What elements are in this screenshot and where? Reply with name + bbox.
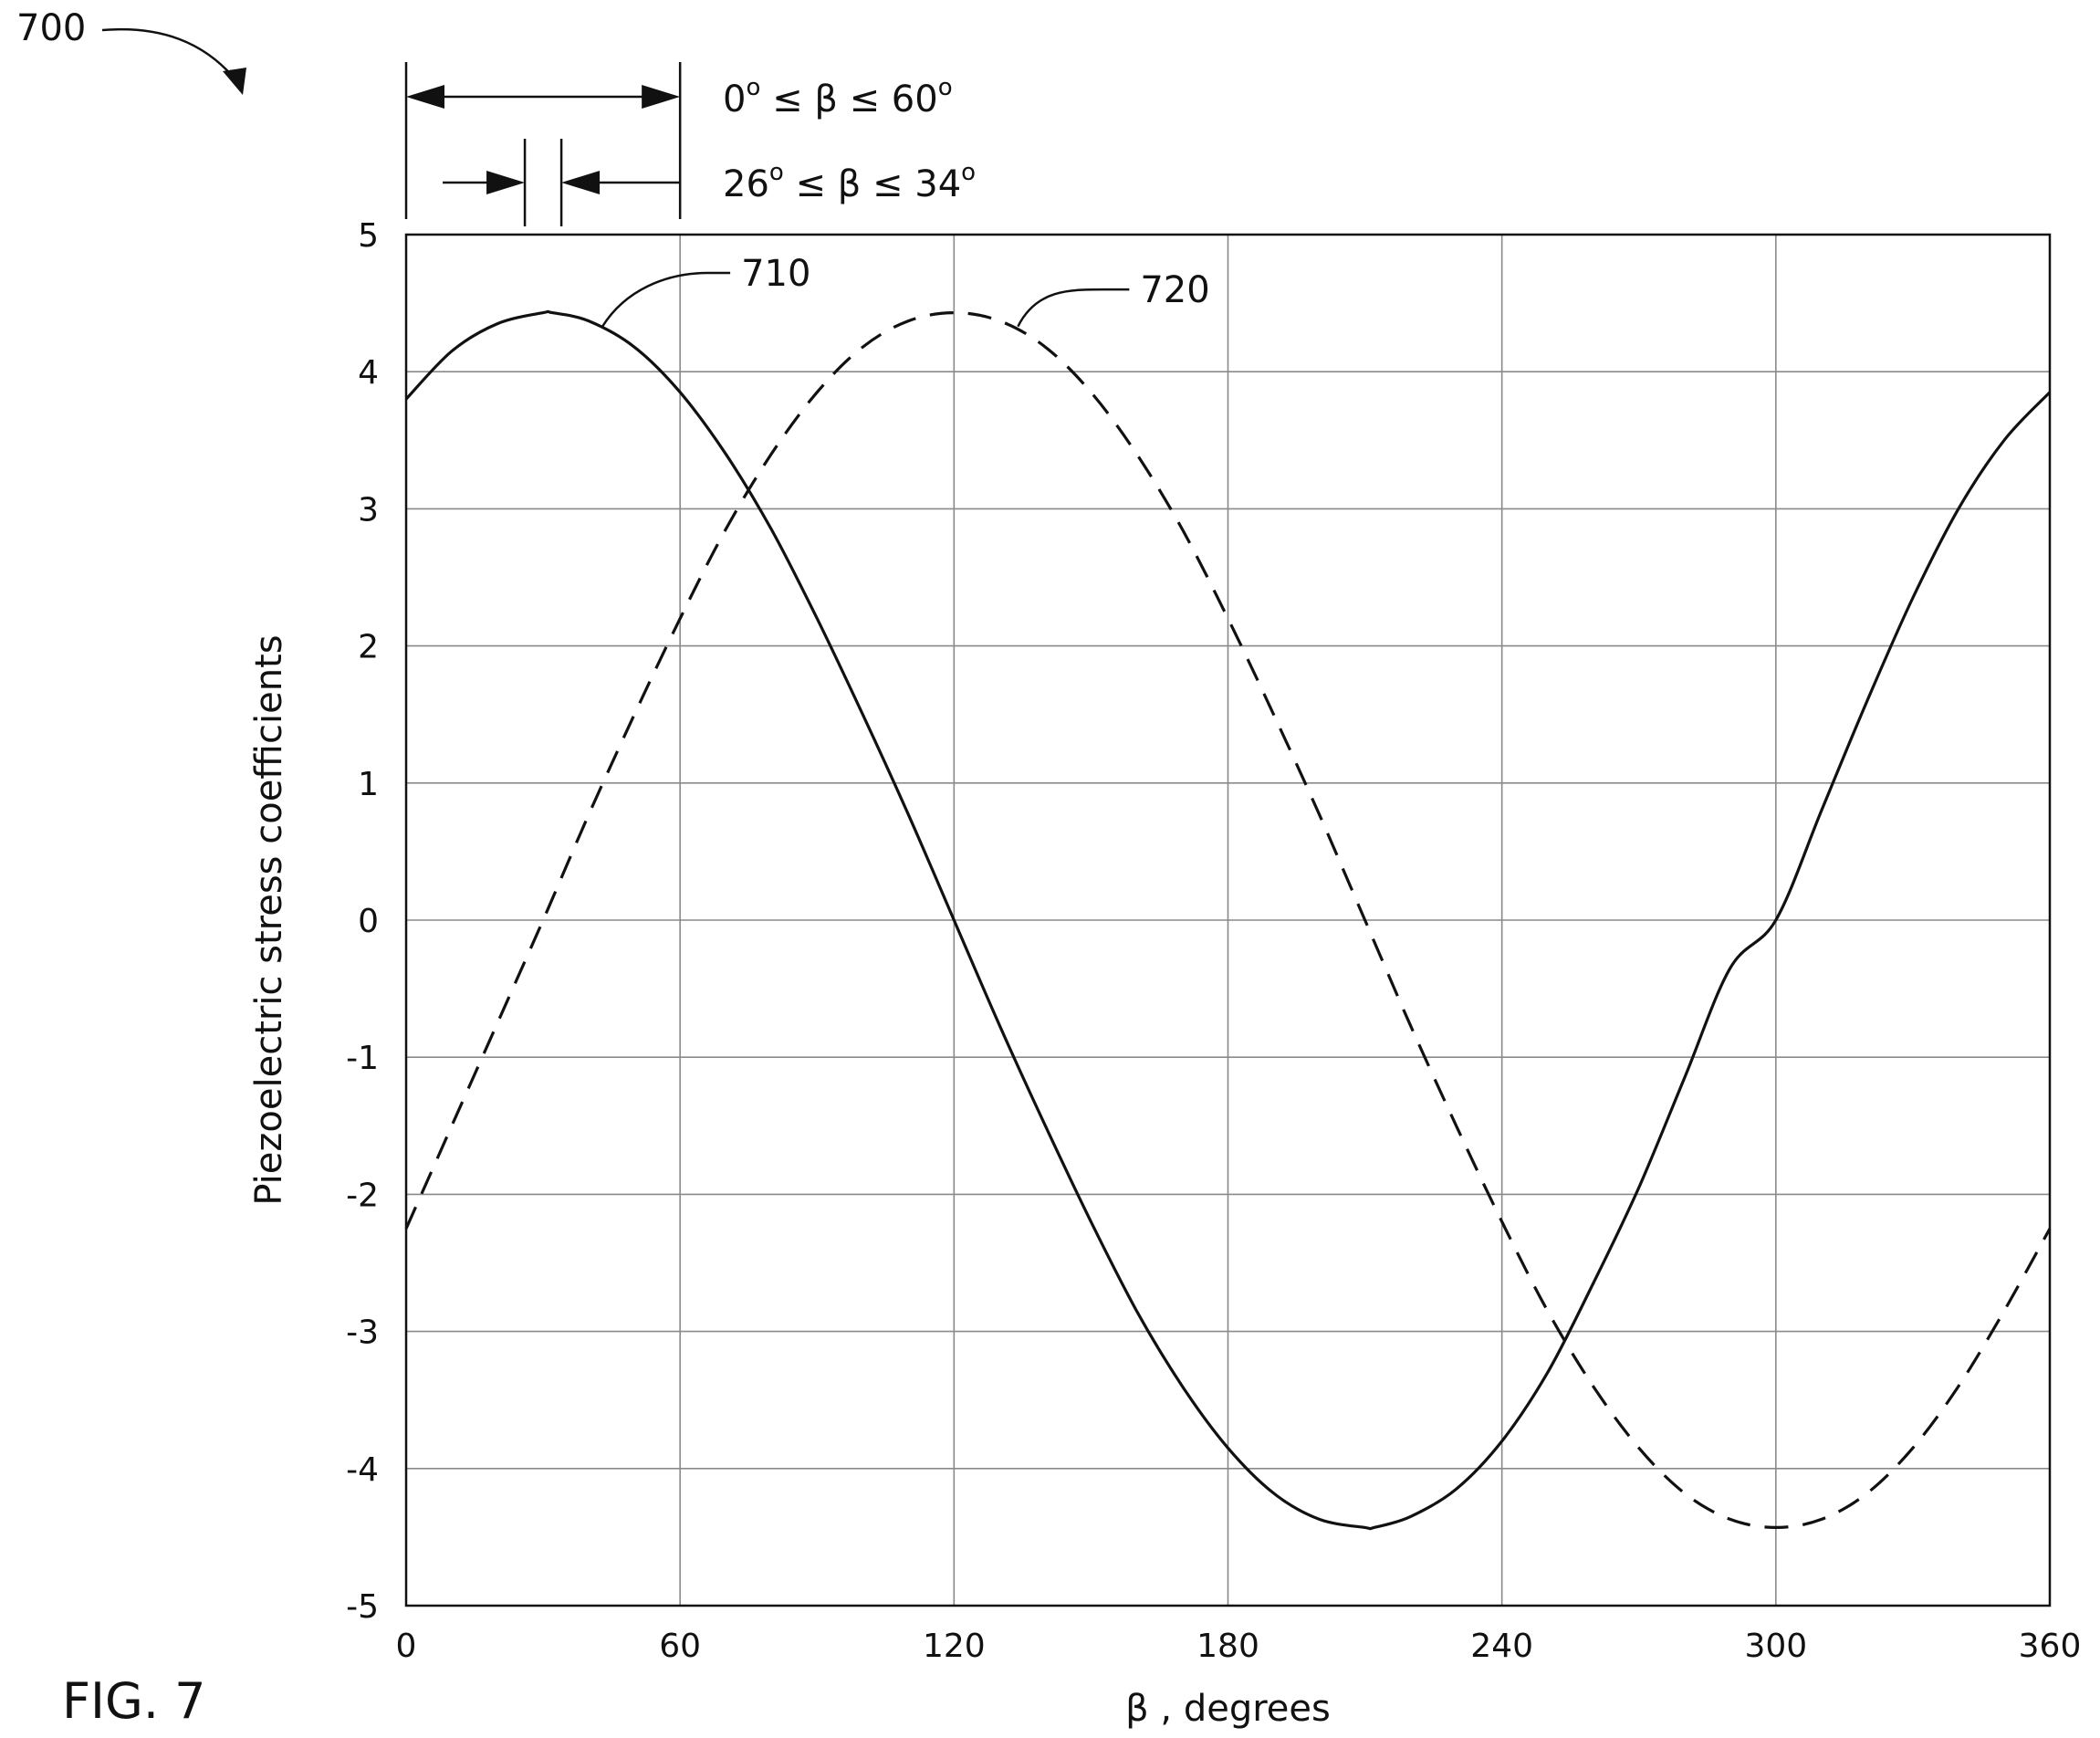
figure-ref-number: 700 — [16, 7, 86, 49]
y-tick-label: 4 — [358, 354, 379, 392]
x-tick-label: 180 — [1196, 1628, 1259, 1665]
dim-arrow-wide-right — [642, 85, 681, 109]
x-tick-label: 0 — [396, 1628, 417, 1665]
x-tick-label: 240 — [1470, 1628, 1533, 1665]
figure-label: FIG. 7 — [62, 1672, 206, 1730]
callout-leader-720 — [1017, 288, 1130, 328]
dim-arrow-narrow-left — [486, 171, 526, 194]
y-tick-label: 2 — [358, 629, 379, 666]
x-tick-label: 120 — [923, 1628, 986, 1665]
callout-label-710: 710 — [741, 253, 810, 295]
callout-label-720: 720 — [1140, 269, 1209, 311]
figure-ref-arrow-head — [223, 68, 246, 95]
y-tick-label: -2 — [346, 1177, 379, 1214]
y-axis-label: Piezoelectric stress coefficients — [248, 634, 290, 1205]
y-tick-label: -5 — [346, 1588, 379, 1626]
dim-arrow-wide-left — [406, 85, 444, 109]
y-tick-label: 3 — [358, 491, 379, 529]
range-label-narrow: 26o ≤ β ≤ 34o — [723, 159, 976, 205]
x-tick-labels: 0 60 120 180 240 300 360 — [396, 1628, 2082, 1665]
series-line-720 — [404, 310, 2052, 1530]
x-tick-label: 360 — [2019, 1628, 2082, 1665]
y-tick-label: -3 — [346, 1314, 379, 1352]
y-tick-label: -4 — [346, 1451, 379, 1489]
x-tick-label: 60 — [659, 1628, 701, 1665]
y-tick-label: -1 — [346, 1040, 379, 1077]
y-tick-label: 1 — [358, 766, 379, 803]
grid — [405, 234, 2051, 1607]
figure-ref-arrow — [101, 27, 240, 85]
y-tick-label: 0 — [358, 903, 379, 940]
range-label-wide: 0o ≤ β ≤ 60o — [723, 74, 953, 120]
callout-leader-710 — [601, 271, 731, 328]
y-tick-labels: 5 4 3 2 1 0 -1 -2 -3 -4 -5 — [346, 217, 379, 1626]
y-tick-label: 5 — [358, 217, 379, 255]
x-axis-label: β , degrees — [1125, 1688, 1331, 1730]
series-layer — [404, 309, 2052, 1531]
plot-frame — [404, 233, 2052, 1607]
x-tick-label: 300 — [1744, 1628, 1807, 1665]
range-annotations: 0o ≤ β ≤ 60o 26o ≤ β ≤ 34o — [404, 62, 976, 226]
series-line-710 — [404, 309, 2052, 1531]
dim-arrow-narrow-right — [561, 171, 601, 194]
series-callouts: 710 720 — [601, 253, 1210, 328]
